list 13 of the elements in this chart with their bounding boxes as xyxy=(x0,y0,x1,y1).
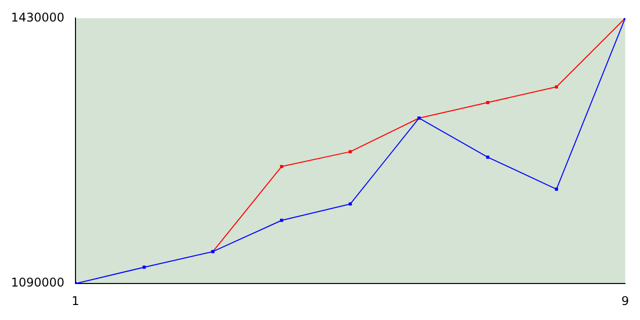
x-tick-label: 1 xyxy=(72,294,80,308)
y-tick-label: 1090000 xyxy=(10,276,64,290)
point xyxy=(554,188,558,191)
x-tick-label: 9 xyxy=(621,294,630,308)
point xyxy=(280,164,284,168)
point xyxy=(486,156,490,159)
point xyxy=(142,266,146,269)
point xyxy=(486,100,490,104)
point xyxy=(348,202,352,206)
point xyxy=(554,85,558,88)
y-tick-label: 1430000 xyxy=(10,10,64,24)
point xyxy=(348,150,352,154)
point xyxy=(280,218,284,222)
